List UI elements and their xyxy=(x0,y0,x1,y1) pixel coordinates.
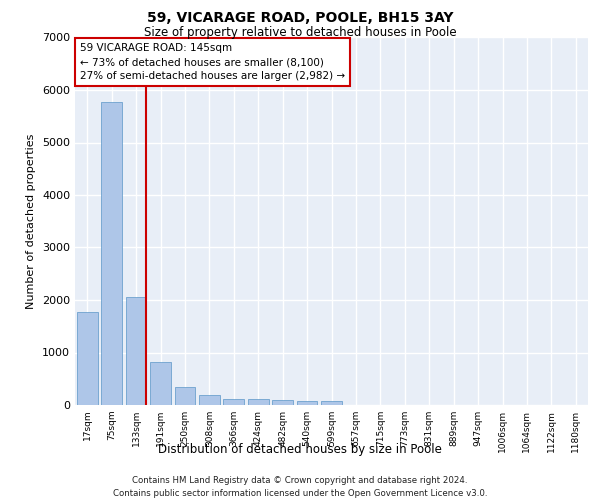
Text: Contains public sector information licensed under the Open Government Licence v3: Contains public sector information licen… xyxy=(113,489,487,498)
Bar xyxy=(77,312,98,405)
Bar xyxy=(125,297,146,405)
Bar xyxy=(101,102,122,405)
Text: Contains HM Land Registry data © Crown copyright and database right 2024.: Contains HM Land Registry data © Crown c… xyxy=(132,476,468,485)
Bar xyxy=(199,395,220,405)
Bar xyxy=(248,399,269,405)
Bar xyxy=(296,400,317,405)
Y-axis label: Number of detached properties: Number of detached properties xyxy=(26,134,37,309)
Text: Distribution of detached houses by size in Poole: Distribution of detached houses by size … xyxy=(158,442,442,456)
Bar xyxy=(150,362,171,405)
Text: 59, VICARAGE ROAD, POOLE, BH15 3AY: 59, VICARAGE ROAD, POOLE, BH15 3AY xyxy=(147,11,453,25)
Bar xyxy=(321,401,342,405)
Text: Size of property relative to detached houses in Poole: Size of property relative to detached ho… xyxy=(143,26,457,39)
Bar xyxy=(272,400,293,405)
Text: 59 VICARAGE ROAD: 145sqm
← 73% of detached houses are smaller (8,100)
27% of sem: 59 VICARAGE ROAD: 145sqm ← 73% of detach… xyxy=(80,43,345,81)
Bar xyxy=(175,387,196,405)
Bar xyxy=(223,398,244,405)
